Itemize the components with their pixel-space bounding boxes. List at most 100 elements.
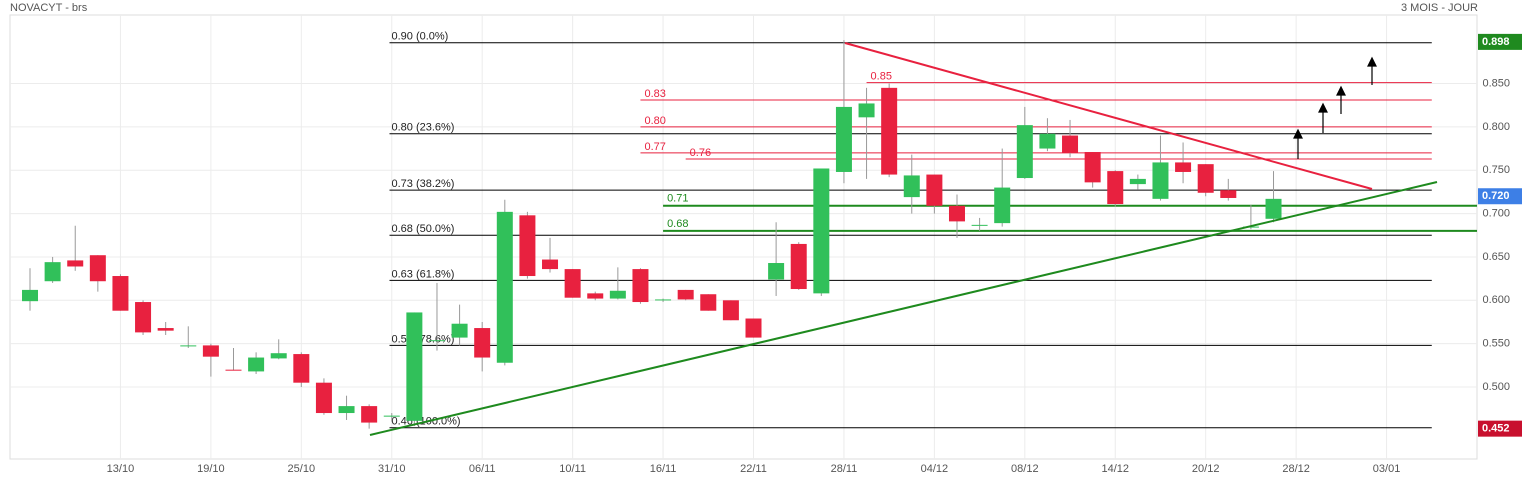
candle-body	[1220, 190, 1237, 198]
price-tag	[1478, 420, 1522, 437]
candle-body	[1107, 171, 1124, 205]
candle-body	[225, 369, 242, 371]
price-tag	[1478, 33, 1522, 50]
candle-body	[270, 353, 287, 359]
support-label: 0.68	[667, 218, 688, 230]
resistance-label: 0.83	[644, 88, 665, 100]
candle-body	[89, 255, 106, 282]
x-tick-label: 22/11	[740, 463, 767, 475]
arrow-head	[1318, 102, 1328, 113]
candle-body	[1039, 133, 1056, 149]
x-tick-label: 20/12	[1192, 463, 1220, 475]
x-tick-label: 13/10	[107, 463, 135, 475]
candle-body	[406, 312, 423, 421]
candle-body	[67, 260, 84, 267]
candle-body	[519, 215, 536, 277]
arrow-head	[1367, 56, 1377, 67]
fib-label: 0.63 (61.8%)	[391, 268, 454, 280]
candle-body	[971, 224, 988, 226]
candle-body	[1062, 135, 1079, 153]
candle-body	[1084, 152, 1101, 183]
x-tick-label: 06/11	[469, 463, 496, 475]
candle-body	[202, 345, 219, 357]
resistance-label: 0.77	[644, 141, 665, 153]
candle-body	[655, 299, 672, 301]
candle-body	[813, 168, 830, 294]
candle-body	[926, 174, 943, 206]
candle-body	[677, 289, 694, 300]
candle-body	[1265, 198, 1282, 219]
x-tick-label: 28/12	[1282, 463, 1310, 475]
x-tick-label: 03/01	[1373, 463, 1401, 475]
candle-body	[903, 175, 920, 198]
candle-body	[1197, 164, 1214, 193]
x-tick-label: 16/11	[650, 463, 677, 475]
candle-body	[157, 328, 174, 331]
candle-body	[587, 293, 604, 299]
candle-body	[1129, 178, 1146, 185]
arrows	[1293, 56, 1377, 159]
candle-body	[790, 243, 807, 290]
price-tag-label: 0.898	[1482, 36, 1510, 48]
candle-body	[248, 357, 265, 372]
candle-body	[745, 318, 762, 338]
x-tick-label: 10/11	[559, 463, 586, 475]
candle-body	[451, 323, 468, 338]
candle-body	[948, 205, 965, 222]
candle-body	[858, 103, 875, 118]
price-tag-label: 0.452	[1482, 423, 1510, 435]
y-tick-label: 0.750	[1482, 164, 1510, 176]
candle-body	[722, 300, 739, 321]
x-tick-label: 31/10	[378, 463, 406, 475]
candle-body	[542, 259, 559, 270]
candle-body	[361, 406, 378, 423]
candle-body	[768, 263, 785, 280]
resistance-label: 0.76	[690, 147, 711, 159]
x-tick-label: 25/10	[288, 463, 316, 475]
price-tag	[1478, 188, 1522, 205]
candle-body	[564, 269, 581, 298]
candle-body	[632, 269, 649, 303]
candle-body	[383, 415, 400, 417]
arrow-head	[1336, 85, 1346, 96]
candle-body	[474, 328, 491, 358]
candle-body	[835, 106, 852, 172]
x-tick-label: 19/10	[197, 463, 225, 475]
candle-body	[338, 406, 355, 414]
y-tick-label: 0.700	[1482, 207, 1510, 219]
candle-body	[315, 382, 332, 414]
support-label: 0.71	[667, 193, 688, 205]
fib-label: 0.55 (78.6%)	[391, 333, 454, 345]
support-trendline	[369, 181, 1438, 436]
y-tick-label: 0.600	[1482, 294, 1510, 306]
candle-body	[112, 276, 129, 311]
x-tick-label: 08/12	[1011, 463, 1039, 475]
y-tick-label: 0.850	[1482, 77, 1510, 89]
candle-body	[881, 87, 898, 175]
fib-label: 0.68 (50.0%)	[391, 223, 454, 235]
candle-body	[496, 211, 513, 363]
candle-body	[1152, 162, 1169, 199]
y-tick-label: 0.550	[1482, 338, 1510, 350]
resistance-trendline	[844, 42, 1373, 190]
x-tick-label: 04/12	[921, 463, 949, 475]
price-tag-label: 0.720	[1482, 190, 1510, 202]
candle-body	[700, 294, 717, 311]
candle-body	[1175, 162, 1192, 172]
fib-label: 0.80 (23.6%)	[391, 122, 454, 134]
candle-body	[293, 354, 310, 383]
candle-body	[609, 290, 626, 299]
y-tick-label: 0.800	[1482, 121, 1510, 133]
plot-area	[9, 14, 1478, 460]
candle-body	[428, 340, 445, 342]
y-tick-label: 0.650	[1482, 251, 1510, 263]
candle-body	[22, 289, 39, 302]
chart-title: NOVACYT - brs	[10, 2, 88, 14]
resistance-label: 0.85	[871, 71, 892, 83]
x-tick-label: 14/12	[1101, 463, 1129, 475]
chart-subtitle: 3 MOIS - JOUR	[1401, 2, 1478, 14]
fib-label: 0.73 (38.2%)	[391, 178, 454, 190]
y-tick-label: 0.500	[1482, 381, 1510, 393]
candle-body	[135, 302, 152, 333]
